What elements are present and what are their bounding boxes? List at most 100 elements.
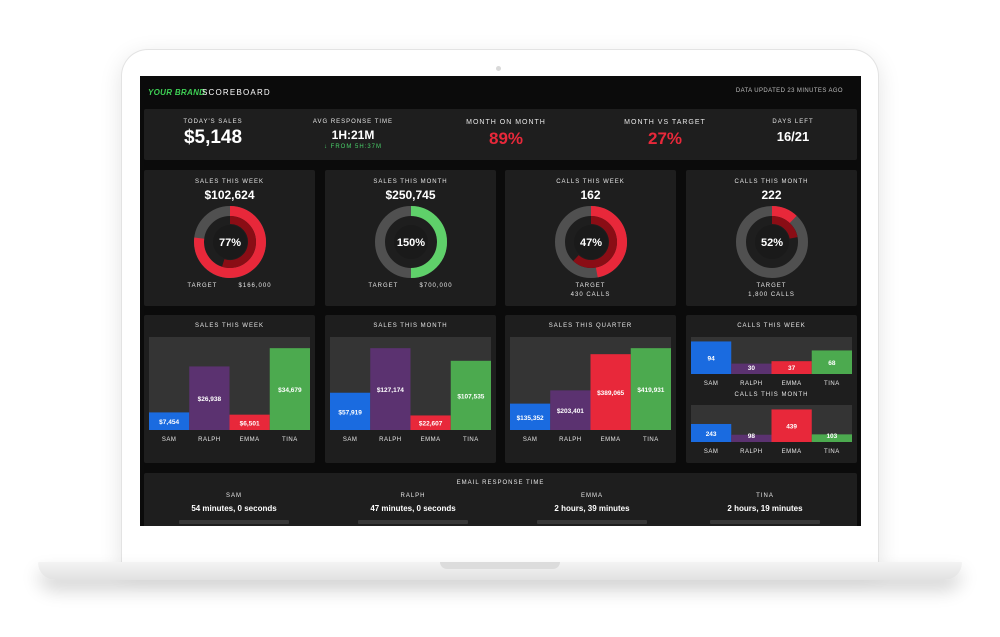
bar-value-label: 439 (786, 424, 797, 431)
ring-value: $250,745 (385, 188, 436, 202)
bar-value-label: $203,401 (557, 408, 584, 415)
bar-ralph (731, 434, 772, 442)
ring-percent: 52% (760, 237, 782, 249)
kpi-month-vs-target: MONTH VS TARGET 27% (600, 119, 730, 149)
ring-target-value: 1,800 CALLS (748, 292, 795, 298)
bar-category-label: SAM (704, 449, 719, 455)
chart-title: SALES THIS QUARTER (548, 323, 633, 329)
bar-value-label: $419,931 (637, 387, 664, 394)
bar-chart: $135,352 SAM $203,401 RALPH $389,065 EMMA $419… (510, 337, 671, 443)
bar-value-label: $26,938 (198, 396, 222, 403)
kpi-value: 89% (488, 129, 524, 148)
bar-sam (149, 412, 190, 430)
bar-category-label: SAM (704, 381, 719, 387)
faded-row (710, 520, 820, 524)
bar-category-label: TINA (463, 437, 479, 443)
faded-row (537, 520, 647, 524)
chart-title: CALLS THIS WEEK (737, 323, 806, 329)
bar-chart: 243 SAM 98 RALPH 439 EMMA 103 TINA (691, 405, 852, 455)
bar-tina (630, 348, 671, 430)
bar-ralph (370, 348, 411, 430)
bar-category-label: TINA (643, 437, 659, 443)
response-value: 2 hours, 39 minutes (554, 504, 630, 513)
response-ralph: RALPH 47 minutes, 0 seconds (328, 493, 498, 524)
ring-target: TARGET (756, 283, 787, 289)
kpi-label: MONTH VS TARGET (624, 119, 706, 126)
bar-value-label: 37 (788, 365, 796, 372)
bar-value-label: 243 (706, 431, 717, 438)
bar-category-label: SAM (162, 437, 177, 443)
ring-title: SALES THIS MONTH (373, 179, 448, 185)
response-value: 54 minutes, 0 seconds (191, 504, 277, 513)
bar-category-label: EMMA (782, 449, 802, 455)
response-tina: TINA 2 hours, 19 minutes (680, 493, 850, 524)
camera-dot (496, 66, 501, 71)
bar-category-label: RALPH (740, 381, 763, 387)
ring-target: TARGET $700,000 (368, 283, 453, 289)
ring-title: CALLS THIS WEEK (556, 179, 625, 185)
response-sam: SAM 54 minutes, 0 seconds (149, 493, 319, 524)
ring-title: SALES THIS WEEK (195, 179, 264, 185)
bar-value-label: 30 (748, 365, 756, 372)
page-title: SCOREBOARD (202, 88, 271, 97)
ring-inner-arc (572, 216, 617, 268)
bar-sam (510, 403, 551, 430)
response-name: SAM (225, 493, 242, 499)
kpi-label: AVG RESPONSE TIME (312, 119, 394, 125)
response-name: TINA (756, 493, 774, 499)
kpi-value: 1H:21M (331, 128, 375, 142)
kpi-days-left: DAYS LEFT 16/21 (728, 119, 858, 144)
bar-tina (269, 348, 310, 430)
bar-value-label: $22,607 (419, 421, 443, 428)
bar-sam (691, 341, 732, 374)
kpi-todays-sales: TODAY'S SALES $5,148 (148, 119, 278, 149)
email-response-panel: EMAIL RESPONSE TIME SAM 54 minutes, 0 se… (144, 473, 857, 526)
bar-category-label: TINA (282, 437, 298, 443)
bar-category-label: SAM (523, 437, 538, 443)
ring-target-value: 430 CALLS (570, 292, 611, 298)
bar-value-label: 98 (748, 433, 756, 440)
kpi-avg-response: AVG RESPONSE TIME 1H:21M ↓ FROM 5H:37M (288, 119, 418, 150)
bar-sam (330, 392, 371, 430)
bar-category-label: RALPH (740, 449, 763, 455)
ring-percent: 150% (396, 237, 424, 249)
response-value: 2 hours, 19 minutes (727, 504, 803, 513)
bar-category-label: TINA (824, 381, 840, 387)
progress-ring: 77% (193, 206, 266, 278)
ring-target: TARGET (575, 283, 606, 289)
ring-center (573, 225, 608, 259)
ring-inner-arc (771, 216, 798, 239)
faded-row (179, 520, 289, 524)
ring-outer-arc (193, 206, 266, 278)
bar-emma (410, 415, 451, 430)
ring-value: $102,624 (204, 188, 255, 202)
ring-outer-arc (410, 206, 447, 278)
response-emma: EMMA 2 hours, 39 minutes (507, 493, 677, 524)
ring-percent: 77% (218, 237, 240, 249)
bar-value-label: $389,065 (597, 390, 624, 397)
bar-chart: 94 SAM 30 RALPH 37 EMMA 68 TINA (691, 337, 852, 387)
progress-ring: 52% (735, 206, 808, 278)
ring-outer-arc (771, 206, 797, 224)
bar-value-label: $57,919 (338, 409, 362, 416)
bar-tina (450, 360, 491, 430)
bar-sam (691, 423, 732, 442)
chart-title: CALLS THIS MONTH (734, 392, 809, 398)
ring-value: 162 (580, 188, 601, 202)
bar-category-label: EMMA (421, 437, 441, 443)
bar-emma (771, 409, 812, 442)
laptop-notch (440, 562, 560, 569)
ring-outer-arc (590, 206, 627, 278)
bar-category-label: EMMA (601, 437, 621, 443)
bar-category-label: EMMA (240, 437, 260, 443)
bar-value-label: $34,679 (278, 387, 302, 394)
ring-center (754, 225, 789, 259)
progress-ring: 47% (554, 206, 627, 278)
brand-logo: YOUR BRAND (148, 88, 206, 97)
bar-value-label: $6,501 (240, 420, 260, 427)
ring-target: TARGET $166,000 (187, 283, 272, 289)
ring-center (393, 225, 428, 259)
bar-value-label: 103 (826, 433, 837, 440)
email-response-title: EMAIL RESPONSE TIME (456, 480, 545, 486)
bar-emma (229, 414, 270, 430)
